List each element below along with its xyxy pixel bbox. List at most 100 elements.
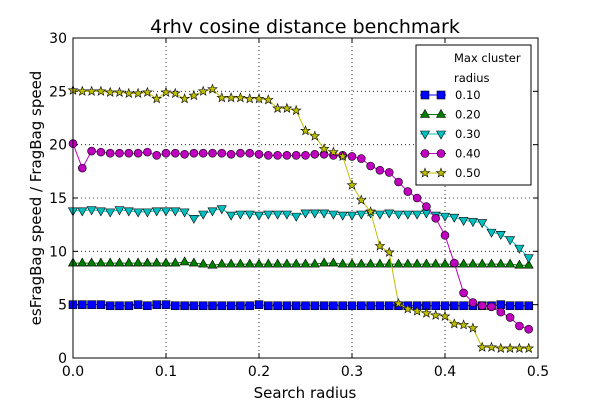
marker bbox=[87, 300, 96, 309]
marker bbox=[160, 257, 172, 267]
marker bbox=[448, 318, 460, 329]
marker bbox=[235, 92, 246, 103]
marker bbox=[253, 93, 265, 104]
marker bbox=[244, 93, 256, 104]
x-tick-label: 0.0 bbox=[62, 364, 84, 380]
x-tick-label: 0.4 bbox=[434, 364, 456, 380]
marker bbox=[440, 301, 450, 311]
marker bbox=[226, 211, 237, 221]
marker bbox=[207, 259, 218, 269]
marker bbox=[393, 258, 404, 268]
marker bbox=[374, 240, 386, 251]
marker bbox=[458, 258, 469, 268]
marker bbox=[291, 151, 301, 160]
marker bbox=[78, 300, 87, 309]
marker bbox=[281, 210, 292, 220]
marker bbox=[310, 301, 320, 311]
marker bbox=[282, 151, 292, 160]
marker bbox=[319, 257, 330, 267]
marker bbox=[403, 187, 413, 196]
marker bbox=[86, 85, 97, 96]
legend-label: 0.50 bbox=[455, 166, 481, 180]
marker bbox=[244, 258, 255, 268]
marker bbox=[356, 301, 366, 311]
marker bbox=[105, 208, 116, 218]
marker bbox=[300, 258, 311, 268]
marker bbox=[179, 93, 190, 104]
marker bbox=[505, 258, 516, 268]
marker bbox=[216, 205, 227, 215]
marker bbox=[253, 258, 265, 268]
marker bbox=[188, 257, 199, 267]
x-tick-label: 0.3 bbox=[341, 364, 363, 380]
marker bbox=[152, 300, 161, 309]
marker bbox=[319, 149, 329, 159]
marker bbox=[495, 342, 507, 353]
marker bbox=[514, 259, 525, 269]
marker bbox=[496, 307, 506, 317]
marker bbox=[476, 341, 488, 352]
legend-title: Max cluster radius bbox=[454, 51, 521, 85]
marker bbox=[180, 301, 189, 311]
marker bbox=[514, 342, 525, 353]
marker bbox=[422, 202, 431, 211]
marker bbox=[310, 149, 320, 159]
marker bbox=[105, 257, 116, 267]
marker bbox=[291, 212, 302, 222]
marker bbox=[421, 307, 432, 318]
marker bbox=[515, 321, 524, 331]
marker bbox=[133, 300, 143, 309]
marker bbox=[263, 151, 273, 160]
marker bbox=[421, 258, 432, 268]
marker bbox=[198, 148, 208, 158]
y-tick-label: 10 bbox=[49, 244, 67, 260]
marker bbox=[365, 206, 376, 217]
marker bbox=[319, 209, 330, 219]
marker bbox=[319, 301, 329, 311]
marker bbox=[347, 152, 357, 161]
marker bbox=[384, 258, 395, 268]
marker bbox=[133, 148, 143, 158]
marker bbox=[402, 210, 413, 220]
marker bbox=[346, 211, 358, 221]
marker bbox=[161, 148, 171, 158]
marker bbox=[402, 258, 413, 268]
marker bbox=[301, 151, 310, 160]
marker bbox=[514, 244, 525, 254]
marker bbox=[430, 258, 441, 268]
marker bbox=[524, 324, 534, 334]
marker bbox=[384, 209, 395, 219]
legend-marker bbox=[435, 108, 447, 118]
series bbox=[67, 205, 534, 264]
y-tick-label: 25 bbox=[49, 84, 67, 100]
marker bbox=[356, 154, 366, 163]
marker bbox=[254, 300, 264, 309]
marker bbox=[226, 149, 236, 159]
marker bbox=[263, 210, 274, 220]
marker bbox=[188, 89, 200, 101]
marker bbox=[208, 148, 217, 158]
marker bbox=[207, 207, 218, 217]
marker bbox=[142, 208, 153, 218]
marker bbox=[374, 258, 385, 268]
marker bbox=[300, 209, 311, 219]
marker bbox=[114, 86, 125, 97]
marker bbox=[328, 210, 339, 220]
marker bbox=[142, 86, 153, 97]
marker bbox=[170, 207, 181, 217]
marker bbox=[430, 309, 442, 320]
marker bbox=[179, 208, 190, 218]
marker bbox=[262, 94, 274, 105]
marker bbox=[477, 219, 488, 229]
marker bbox=[254, 149, 264, 159]
marker bbox=[253, 211, 265, 221]
legend-marker bbox=[419, 167, 431, 178]
marker bbox=[95, 85, 107, 96]
marker bbox=[124, 148, 134, 158]
marker bbox=[328, 257, 339, 267]
marker bbox=[171, 148, 180, 158]
marker bbox=[272, 210, 283, 220]
axes-frame bbox=[72, 37, 539, 359]
marker bbox=[467, 218, 478, 228]
marker bbox=[123, 257, 134, 267]
